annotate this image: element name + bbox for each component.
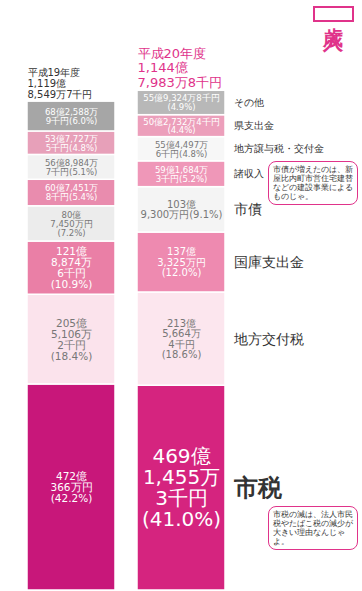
svg-text:137億3,325万円(12.0%): 137億3,325万円(12.0%) — [157, 246, 206, 278]
svg-text:472億366万円(42.2%): 472億366万円(42.2%) — [50, 470, 92, 504]
svg-text:その他: その他 — [234, 97, 264, 108]
svg-text:国庫支出金: 国庫支出金 — [234, 254, 304, 270]
svg-text:53億7,727万5千円(4.8%): 53億7,727万5千円(4.8%) — [45, 134, 98, 153]
svg-text:59億1,684万3千円(5.2%): 59億1,684万3千円(5.2%) — [155, 165, 208, 184]
svg-text:市税: 市税 — [233, 474, 283, 502]
svg-text:平成20年度1,144億7,983万8千円: 平成20年度1,144億7,983万8千円 — [138, 46, 223, 90]
svg-text:55億9,324万8千円(4.9%): 55億9,324万8千円(4.9%) — [143, 93, 220, 112]
svg-text:地方譲与税・交付金: 地方譲与税・交付金 — [233, 143, 324, 154]
html-text:市債が増えたのは、新屋比内町市営住宅建替などの建設事業による: 市債が増えたのは、新屋比内町市営住宅建替などの建設事業によるものじゃ。 — [273, 164, 353, 202]
svg-text:56億8,984万7千円(5.1%): 56億8,984万7千円(5.1%) — [45, 158, 98, 177]
svg-text:地方交付税: 地方交付税 — [233, 331, 304, 347]
svg-text:県支出金: 県支出金 — [234, 120, 274, 131]
svg-text:平成19年度1,119億8,549万7千円: 平成19年度1,119億8,549万7千円 — [28, 67, 93, 100]
html-text:市税の減は、法人市民税やたばこ税の減少が大きい理由なんじゃよ: 市税の減は、法人市民税やたばこ税の減少が大きい理由なんじゃよ。 — [273, 509, 353, 547]
svg-text:50億2,732万4千円(4.4%): 50億2,732万4千円(4.4%) — [143, 117, 220, 136]
svg-text:68億2,588万9千円(6.0%): 68億2,588万9千円(6.0%) — [45, 107, 98, 126]
svg-text:60億7,451万8千円(5.4%): 60億7,451万8千円(5.4%) — [45, 183, 98, 202]
svg-text:市債: 市債 — [234, 201, 262, 217]
svg-text:213億5,664万4千円(18.6%): 213億5,664万4千円(18.6%) — [162, 318, 202, 361]
svg-text:80億7,450万円(7.2%): 80億7,450万円(7.2%) — [50, 210, 92, 238]
svg-text:121億8,874万6千円(10.9%): 121億8,874万6千円(10.9%) — [51, 245, 93, 290]
svg-text:469億1,455万3千円(41.0%): 469億1,455万3千円(41.0%) — [142, 444, 221, 531]
html-text:歳入: 歳入 — [321, 12, 345, 16]
svg-text:205億5,106万2千円(18.4%): 205億5,106万2千円(18.4%) — [51, 317, 93, 362]
svg-text:諸収入: 諸収入 — [234, 168, 264, 179]
svg-text:103億9,300万円(9.1%): 103億9,300万円(9.1%) — [141, 199, 223, 221]
svg-text:55億4,497万6千円(4.8%): 55億4,497万6千円(4.8%) — [155, 140, 208, 159]
